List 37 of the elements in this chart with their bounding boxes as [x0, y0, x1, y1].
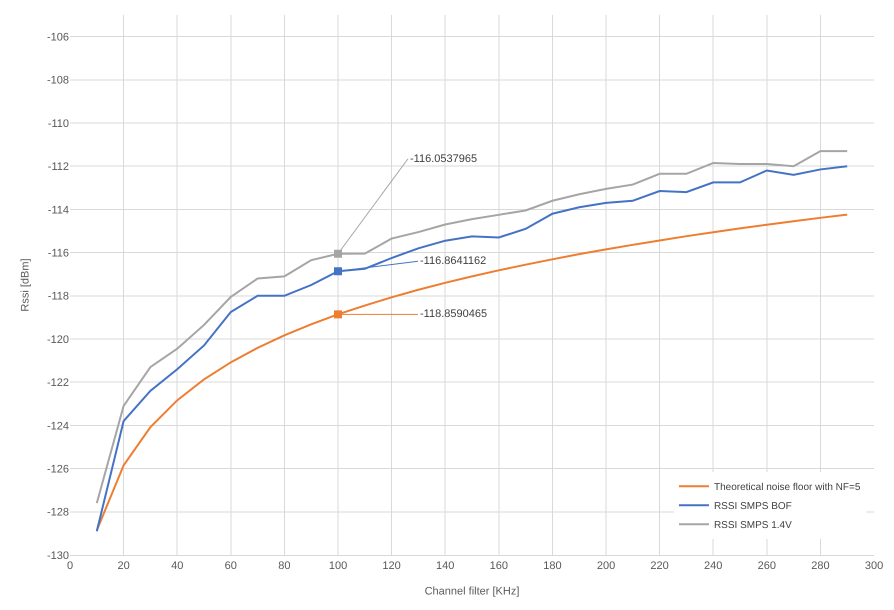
y-tick-label: -126 — [46, 463, 69, 476]
x-tick-label: 40 — [171, 560, 184, 572]
x-tick-label: 200 — [596, 560, 616, 572]
y-tick-label: -128 — [46, 506, 69, 519]
y-tick-label: -106 — [46, 31, 69, 44]
data-label: -116.0537965 — [410, 153, 478, 165]
legend-label: RSSI SMPS BOF — [714, 501, 792, 512]
x-tick-label: 240 — [704, 560, 722, 572]
y-tick-label: -114 — [48, 204, 69, 216]
y-tick-label: -118 — [48, 290, 69, 303]
x-tick-label: 0 — [66, 560, 74, 572]
data-label: -118.8590465 — [420, 308, 488, 320]
x-tick-label: 220 — [650, 560, 669, 572]
y-tick-label: -122 — [46, 377, 69, 390]
y-tick-label: -112 — [48, 161, 69, 174]
y-tick-label: -110 — [48, 118, 69, 130]
x-tick-label: 140 — [436, 560, 454, 572]
x-tick-label: 260 — [758, 560, 776, 572]
x-axis-title: Channel filter [KHz] — [424, 585, 520, 598]
x-tick-label: 280 — [811, 560, 830, 572]
y-tick-label: -116 — [48, 247, 69, 260]
x-tick-label: 180 — [543, 560, 562, 572]
y-axis-title: Rssi [dBm] — [20, 258, 32, 312]
y-tick-label: -120 — [46, 334, 69, 346]
x-tick-label: 120 — [382, 560, 401, 572]
x-tick-label: 160 — [490, 560, 508, 572]
y-tick-label: -130 — [46, 550, 69, 562]
x-tick-label: 80 — [278, 560, 291, 572]
legend-label: Theoretical noise floor with NF=5 — [714, 482, 861, 494]
x-tick-label: 100 — [328, 560, 348, 572]
y-tick-label: -124 — [46, 420, 69, 432]
x-tick-label: 300 — [864, 560, 884, 572]
y-tick-label: -108 — [46, 74, 69, 87]
x-tick-label: 20 — [117, 560, 130, 572]
legend-label: RSSI SMPS 1.4V — [714, 520, 792, 532]
x-tick-label: 60 — [224, 560, 237, 572]
data-label: -116.8641162 — [420, 255, 486, 267]
